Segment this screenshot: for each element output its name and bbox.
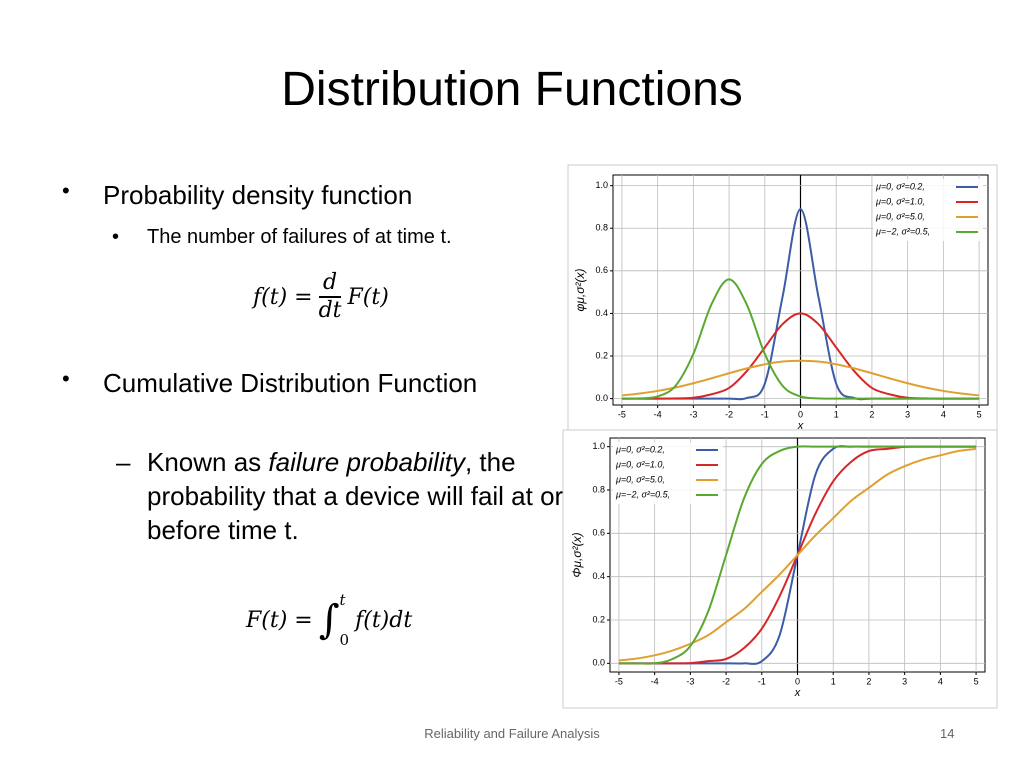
series-line [621,359,980,397]
legend-label: μ=0, σ²=5.0, [615,474,665,484]
x-tick-label: 5 [974,676,979,686]
sub-bullet-text: The number of failures of at time t. [147,226,452,248]
formula-lhs: f(t) = [253,284,313,310]
y-tick-label: 1.0 [595,180,608,190]
emphasis: failure probability [268,447,465,477]
lower-limit: 0 [339,631,350,649]
dash: – [116,447,131,477]
y-tick-label: 0.8 [595,223,608,233]
limits: t 0 [340,580,350,660]
series-line [618,445,977,665]
legend-label: μ=0, σ²=1.0, [615,459,665,469]
bullet-text: Probability density function [103,180,413,210]
x-tick-label: 3 [905,409,910,419]
x-tick-label: -3 [686,676,694,686]
y-tick-label: 0.4 [592,571,605,581]
x-tick-label: -4 [654,409,662,419]
fraction: d dt [319,270,342,324]
y-tick-label: 0.0 [595,393,608,403]
y-axis-label: Φμ,σ²(x) [570,532,584,577]
legend-box [873,179,983,241]
x-tick-label: 4 [938,676,943,686]
sub-bullet-dot: • [112,226,120,248]
formula: f(t) = d dt F(t) [253,270,389,324]
legend-label: μ=0, σ²=5.0, [875,211,925,221]
footer: Reliability and Failure Analysis [424,726,600,741]
legend-label: μ=0, σ²=1.0, [875,196,925,206]
x-tick-label: 2 [869,409,874,419]
y-tick-label: 0.0 [592,658,605,668]
formula-rhs: f(t)dt [355,607,413,633]
sub-bullet-text: Known as failure probability, the probab… [147,445,577,547]
upper-limit: t [339,591,346,609]
legend-label: μ=−2, σ²=0.5, [875,226,930,236]
slide-title: Distribution Functions [281,63,743,116]
y-tick-label: 0.2 [595,350,608,360]
x-tick-label: 1 [831,676,836,686]
series-line [621,278,980,400]
legend-box [613,442,723,504]
formula-lhs: F(t) = [246,607,313,633]
x-tick-label: 3 [902,676,907,686]
y-tick-label: 0.6 [595,265,608,275]
x-tick-label: -2 [725,409,733,419]
y-tick-label: 0.2 [592,614,605,624]
formula: F(t) = ∫ t 0 f(t)dt [246,580,412,660]
bullet-dot: • [62,366,70,391]
integral-sign: ∫ [318,597,340,643]
x-tick-label: 1 [834,409,839,419]
x-tick-label: -1 [758,676,766,686]
text: , the probability that a device will fai… [147,447,564,545]
legend-label: μ=−2, σ²=0.5, [615,489,670,499]
y-tick-label: 0.4 [595,308,608,318]
x-tick-label: -1 [761,409,769,419]
y-axis-label: φμ,σ²(x) [573,269,587,312]
x-tick-label: 2 [866,676,871,686]
x-axis-label: x [797,420,804,432]
x-tick-label: -4 [651,676,659,686]
bullet-text: Cumulative Distribution Function [103,368,478,398]
x-tick-label: -5 [615,676,623,686]
x-axis-label: x [794,687,801,699]
formula-rhs: F(t) [347,284,389,310]
series-line [618,447,977,662]
denominator: dt [318,298,342,323]
x-tick-label: 4 [941,409,946,419]
y-tick-label: 1.0 [592,441,605,451]
text: Known as [147,447,269,477]
x-tick-label: -5 [618,409,626,419]
legend-label: μ=0, σ²=0.2, [615,444,665,454]
y-tick-label: 0.8 [592,484,605,494]
numerator: d [319,270,342,298]
page-number: 14 [940,726,955,741]
legend-label: μ=0, σ²=0.2, [875,181,925,191]
x-tick-label: 5 [977,409,982,419]
x-tick-label: -3 [689,409,697,419]
x-tick-label: 0 [795,676,800,686]
y-tick-label: 0.6 [592,528,605,538]
bullet-dot: • [62,178,70,203]
x-tick-label: 0 [798,409,803,419]
x-tick-label: -2 [722,676,730,686]
